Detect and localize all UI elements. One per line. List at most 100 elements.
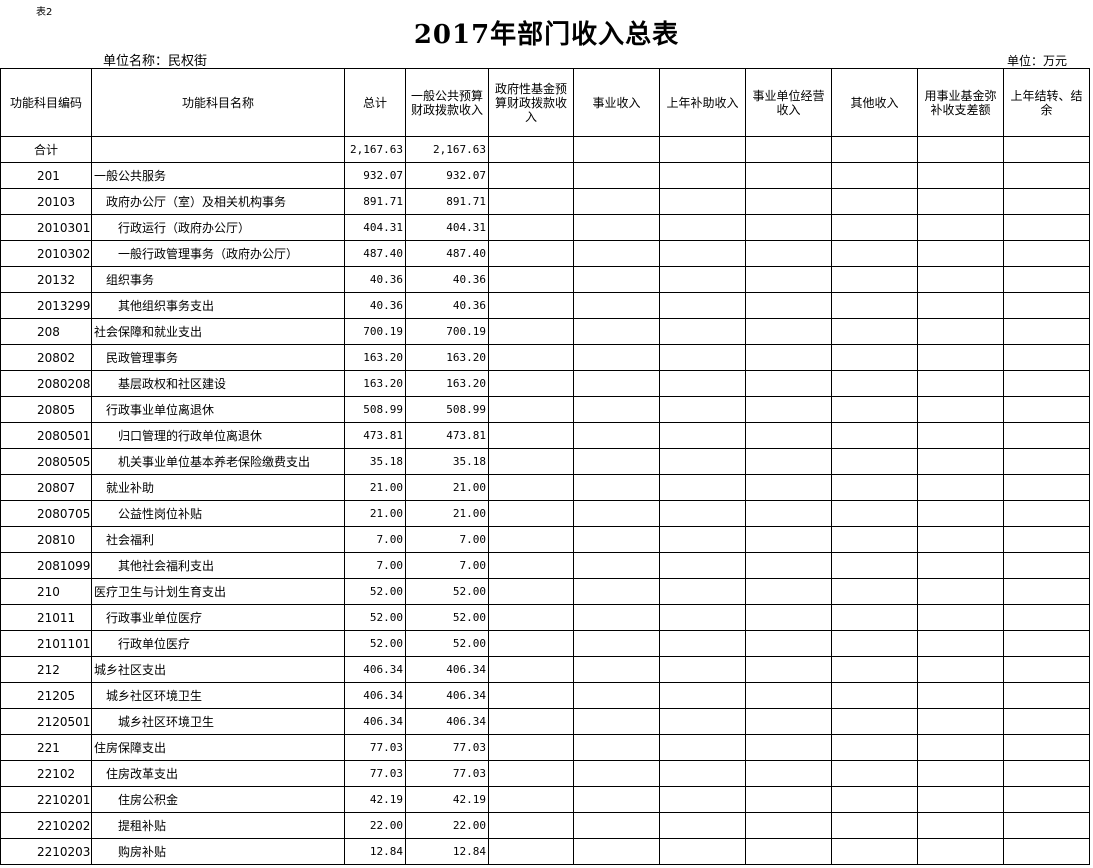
general-budget-cell: 404.31 [405, 214, 489, 241]
function-code: 2010301 [0, 214, 92, 241]
total-cell: 40.36 [344, 292, 406, 319]
function-code: 2080505 [0, 448, 92, 475]
function-code: 20810 [0, 526, 92, 553]
total-cell: 40.36 [344, 266, 406, 293]
empty-cell [831, 292, 918, 319]
empty-cell [1003, 292, 1090, 319]
function-name: 行政单位医疗 [91, 630, 345, 657]
empty-cell [659, 838, 746, 865]
table-row: 2101101 行政单位医疗 52.00 52.00 [0, 630, 1090, 657]
empty-cell [917, 734, 1004, 761]
empty-cell [1003, 604, 1090, 631]
empty-cell [1003, 188, 1090, 215]
general-budget-cell: 21.00 [405, 474, 489, 501]
empty-cell [659, 552, 746, 579]
function-name: 社会福利 [91, 526, 345, 553]
table-row: 20810 社会福利 7.00 7.00 [0, 526, 1090, 553]
empty-cell [745, 318, 832, 345]
empty-cell [745, 136, 832, 163]
empty-cell [488, 682, 574, 709]
empty-cell [745, 656, 832, 683]
total-cell: 7.00 [344, 526, 406, 553]
function-code: 2210201 [0, 786, 92, 813]
function-name: 一般公共服务 [91, 162, 345, 189]
empty-cell [1003, 396, 1090, 423]
table-row: 212 城乡社区支出 406.34 406.34 [0, 656, 1090, 683]
empty-cell [659, 448, 746, 475]
empty-cell [745, 214, 832, 241]
empty-cell [745, 526, 832, 553]
empty-cell [745, 630, 832, 657]
empty-cell [831, 812, 918, 839]
function-name: 其他社会福利支出 [91, 552, 345, 579]
empty-cell [659, 344, 746, 371]
function-code: 2080208 [0, 370, 92, 397]
table-row: 2210203 购房补贴 12.84 12.84 [0, 838, 1090, 865]
empty-cell [573, 708, 660, 735]
empty-cell [831, 734, 918, 761]
function-code: 201 [0, 162, 92, 189]
empty-cell [1003, 266, 1090, 293]
function-code: 20802 [0, 344, 92, 371]
empty-cell [488, 578, 574, 605]
empty-cell [659, 630, 746, 657]
function-name [91, 136, 345, 163]
empty-cell [1003, 474, 1090, 501]
empty-cell [573, 422, 660, 449]
table-row: 2210202 提租补贴 22.00 22.00 [0, 812, 1090, 839]
empty-cell [917, 370, 1004, 397]
empty-cell [745, 266, 832, 293]
function-name: 社会保障和就业支出 [91, 318, 345, 345]
empty-cell [1003, 838, 1090, 865]
table-row: 2013299 其他组织事务支出 40.36 40.36 [0, 292, 1090, 319]
total-cell: 700.19 [344, 318, 406, 345]
table-row: 208 社会保障和就业支出 700.19 700.19 [0, 318, 1090, 345]
function-code: 2010302 [0, 240, 92, 267]
function-code: 210 [0, 578, 92, 605]
empty-cell [659, 292, 746, 319]
table-row: 20807 就业补助 21.00 21.00 [0, 474, 1090, 501]
column-header: 事业单位经营收入 [745, 68, 832, 137]
function-code: 20805 [0, 396, 92, 423]
empty-cell [573, 760, 660, 787]
function-code: 20132 [0, 266, 92, 293]
empty-cell [488, 188, 574, 215]
empty-cell [831, 188, 918, 215]
function-code: 合计 [0, 136, 92, 163]
empty-cell [1003, 578, 1090, 605]
empty-cell [488, 604, 574, 631]
empty-cell [1003, 786, 1090, 813]
empty-cell [573, 162, 660, 189]
table-row: 20805 行政事业单位离退休 508.99 508.99 [0, 396, 1090, 423]
empty-cell [745, 240, 832, 267]
empty-cell [917, 682, 1004, 709]
function-name: 医疗卫生与计划生育支出 [91, 578, 345, 605]
empty-cell [659, 578, 746, 605]
empty-cell [745, 786, 832, 813]
empty-cell [745, 474, 832, 501]
empty-cell [917, 552, 1004, 579]
empty-cell [831, 448, 918, 475]
empty-cell [488, 812, 574, 839]
empty-cell [488, 760, 574, 787]
function-code: 2120501 [0, 708, 92, 735]
empty-cell [659, 786, 746, 813]
empty-cell [659, 474, 746, 501]
empty-cell [831, 214, 918, 241]
column-header: 功能科目编码 [0, 68, 92, 137]
function-name: 基层政权和社区建设 [91, 370, 345, 397]
empty-cell [573, 188, 660, 215]
general-budget-cell: 163.20 [405, 370, 489, 397]
empty-cell [1003, 734, 1090, 761]
column-header: 事业收入 [573, 68, 660, 137]
function-name: 机关事业单位基本养老保险缴费支出 [91, 448, 345, 475]
empty-cell [917, 422, 1004, 449]
empty-cell [1003, 552, 1090, 579]
currency-unit: 单位：万元 [1006, 54, 1067, 68]
total-cell: 35.18 [344, 448, 406, 475]
empty-cell [917, 240, 1004, 267]
general-budget-cell: 932.07 [405, 162, 489, 189]
column-header: 用事业基金弥补收支差额 [917, 68, 1004, 137]
function-code: 208 [0, 318, 92, 345]
table-row: 20132 组织事务 40.36 40.36 [0, 266, 1090, 293]
